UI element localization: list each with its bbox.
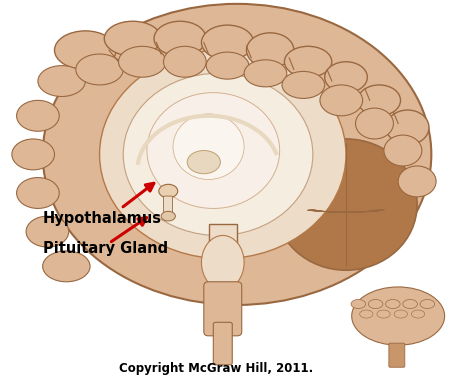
Ellipse shape: [420, 300, 435, 308]
FancyBboxPatch shape: [0, 336, 474, 386]
Ellipse shape: [147, 93, 280, 208]
Ellipse shape: [358, 85, 401, 116]
FancyBboxPatch shape: [389, 343, 405, 367]
Ellipse shape: [385, 300, 400, 308]
Ellipse shape: [161, 212, 175, 221]
Ellipse shape: [100, 50, 346, 259]
Ellipse shape: [173, 114, 244, 179]
Ellipse shape: [398, 166, 436, 197]
Ellipse shape: [17, 100, 59, 131]
Ellipse shape: [244, 60, 287, 87]
Ellipse shape: [384, 135, 422, 166]
Ellipse shape: [55, 31, 116, 69]
Ellipse shape: [282, 71, 325, 98]
Ellipse shape: [394, 310, 408, 318]
Ellipse shape: [17, 178, 59, 208]
Ellipse shape: [356, 108, 393, 139]
Ellipse shape: [201, 235, 244, 290]
Ellipse shape: [403, 300, 418, 308]
Text: Copyright McGraw Hill, 2011.: Copyright McGraw Hill, 2011.: [118, 362, 313, 375]
FancyBboxPatch shape: [204, 282, 242, 336]
Ellipse shape: [164, 46, 206, 77]
Ellipse shape: [118, 46, 166, 77]
Ellipse shape: [352, 287, 445, 345]
Ellipse shape: [26, 216, 69, 247]
Ellipse shape: [38, 66, 85, 96]
Ellipse shape: [411, 310, 425, 318]
FancyBboxPatch shape: [213, 322, 232, 365]
Ellipse shape: [246, 33, 294, 68]
Ellipse shape: [201, 25, 254, 60]
Ellipse shape: [325, 62, 367, 93]
Ellipse shape: [76, 54, 123, 85]
Ellipse shape: [386, 110, 429, 145]
FancyBboxPatch shape: [164, 196, 173, 213]
Ellipse shape: [320, 85, 363, 116]
Text: Hypothalamus: Hypothalamus: [43, 211, 162, 225]
Ellipse shape: [360, 310, 373, 318]
Ellipse shape: [284, 46, 332, 77]
Ellipse shape: [351, 300, 365, 308]
Ellipse shape: [43, 251, 90, 282]
Text: Pituitary Gland: Pituitary Gland: [43, 242, 168, 256]
Polygon shape: [209, 224, 237, 332]
Ellipse shape: [377, 310, 390, 318]
Ellipse shape: [43, 4, 431, 305]
Ellipse shape: [123, 73, 313, 235]
Ellipse shape: [206, 52, 249, 79]
Ellipse shape: [159, 184, 178, 198]
Ellipse shape: [12, 139, 55, 170]
Ellipse shape: [104, 21, 161, 56]
Ellipse shape: [368, 300, 383, 308]
Ellipse shape: [187, 151, 220, 174]
Ellipse shape: [154, 21, 206, 56]
Ellipse shape: [275, 139, 417, 270]
